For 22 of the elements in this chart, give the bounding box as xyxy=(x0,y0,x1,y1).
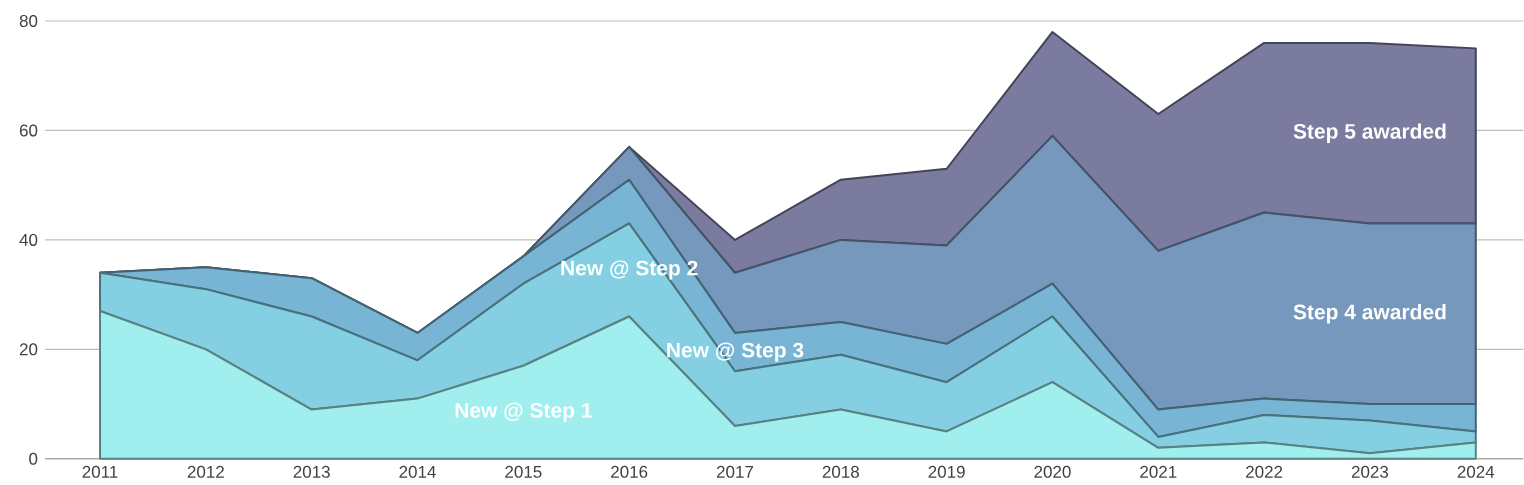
series-label: Step 4 awarded xyxy=(1293,304,1446,324)
x-tick-label: 2021 xyxy=(1140,465,1177,478)
x-tick-label: 2012 xyxy=(187,465,224,478)
series-label: Step 5 awarded xyxy=(1293,123,1446,144)
x-tick-label: 2023 xyxy=(1351,465,1389,478)
y-tick-label: 80 xyxy=(19,15,38,28)
y-tick-label: 60 xyxy=(19,124,38,137)
x-tick-label: 2011 xyxy=(82,465,118,478)
y-tick-label: 0 xyxy=(29,452,38,465)
x-tick-label: 2016 xyxy=(611,465,648,478)
x-tick-label: 2013 xyxy=(293,465,330,478)
y-tick-label: 40 xyxy=(19,233,38,246)
x-tick-label: 2019 xyxy=(928,465,965,478)
x-tick-label: 2015 xyxy=(505,465,542,478)
x-tick-label: 2024 xyxy=(1457,465,1495,478)
x-tick-label: 2020 xyxy=(1034,465,1071,478)
x-tick-label: 2014 xyxy=(399,465,436,478)
y-tick-label: 20 xyxy=(19,343,38,356)
x-tick-label: 2017 xyxy=(716,465,754,478)
x-tick-label: 2022 xyxy=(1246,465,1283,478)
series-label: New @ Step 1 xyxy=(455,402,592,422)
x-tick-label: 2018 xyxy=(822,465,859,478)
